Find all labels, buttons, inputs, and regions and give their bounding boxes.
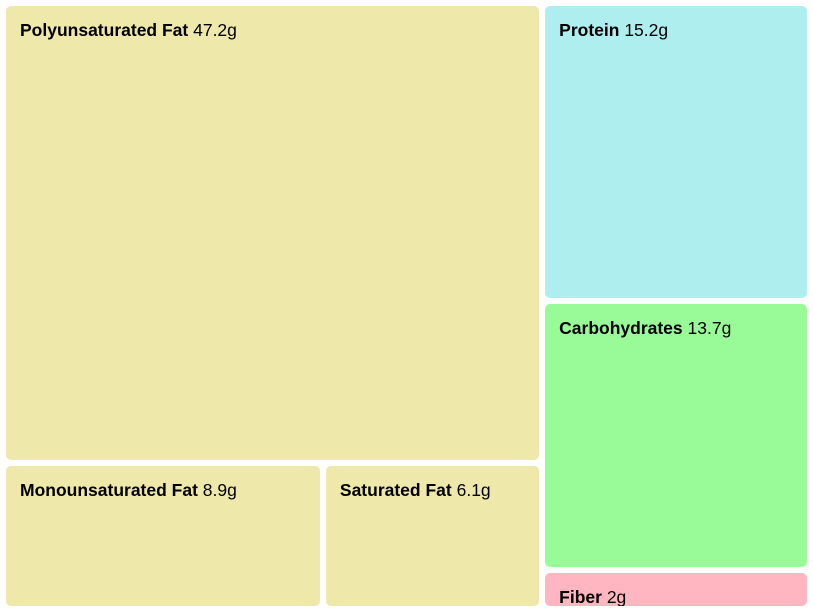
treemap-tile-protein: Protein 15.2g xyxy=(545,6,807,299)
treemap-tile-carbohydrates: Carbohydrates 13.7g xyxy=(545,304,807,567)
tile-value: 2g xyxy=(606,586,627,606)
treemap-tile-fiber: Fiber 2g xyxy=(545,572,807,606)
treemap-tile-saturated-fat: Saturated Fat 6.1g xyxy=(325,465,540,606)
tile-value: 47.2g xyxy=(193,20,237,40)
tile-name: Carbohydrates xyxy=(559,318,683,339)
tile-value: 8.9g xyxy=(202,479,237,500)
tile-name: Saturated Fat xyxy=(339,479,452,500)
tile-name: Fiber xyxy=(559,586,602,606)
tile-value: 6.1g xyxy=(456,479,491,500)
tile-name: Polyunsaturated Fat xyxy=(20,20,189,40)
tile-name: Protein xyxy=(559,20,620,40)
treemap-tile-monounsaturated-fat: Monounsaturated Fat 8.9g xyxy=(6,465,320,606)
treemap-tile-polyunsaturated-fat: Polyunsaturated Fat 47.2g xyxy=(6,6,540,460)
tile-value: 15.2g xyxy=(624,20,669,40)
tile-value: 13.7g xyxy=(687,318,732,339)
tile-name: Monounsaturated Fat xyxy=(20,479,198,500)
